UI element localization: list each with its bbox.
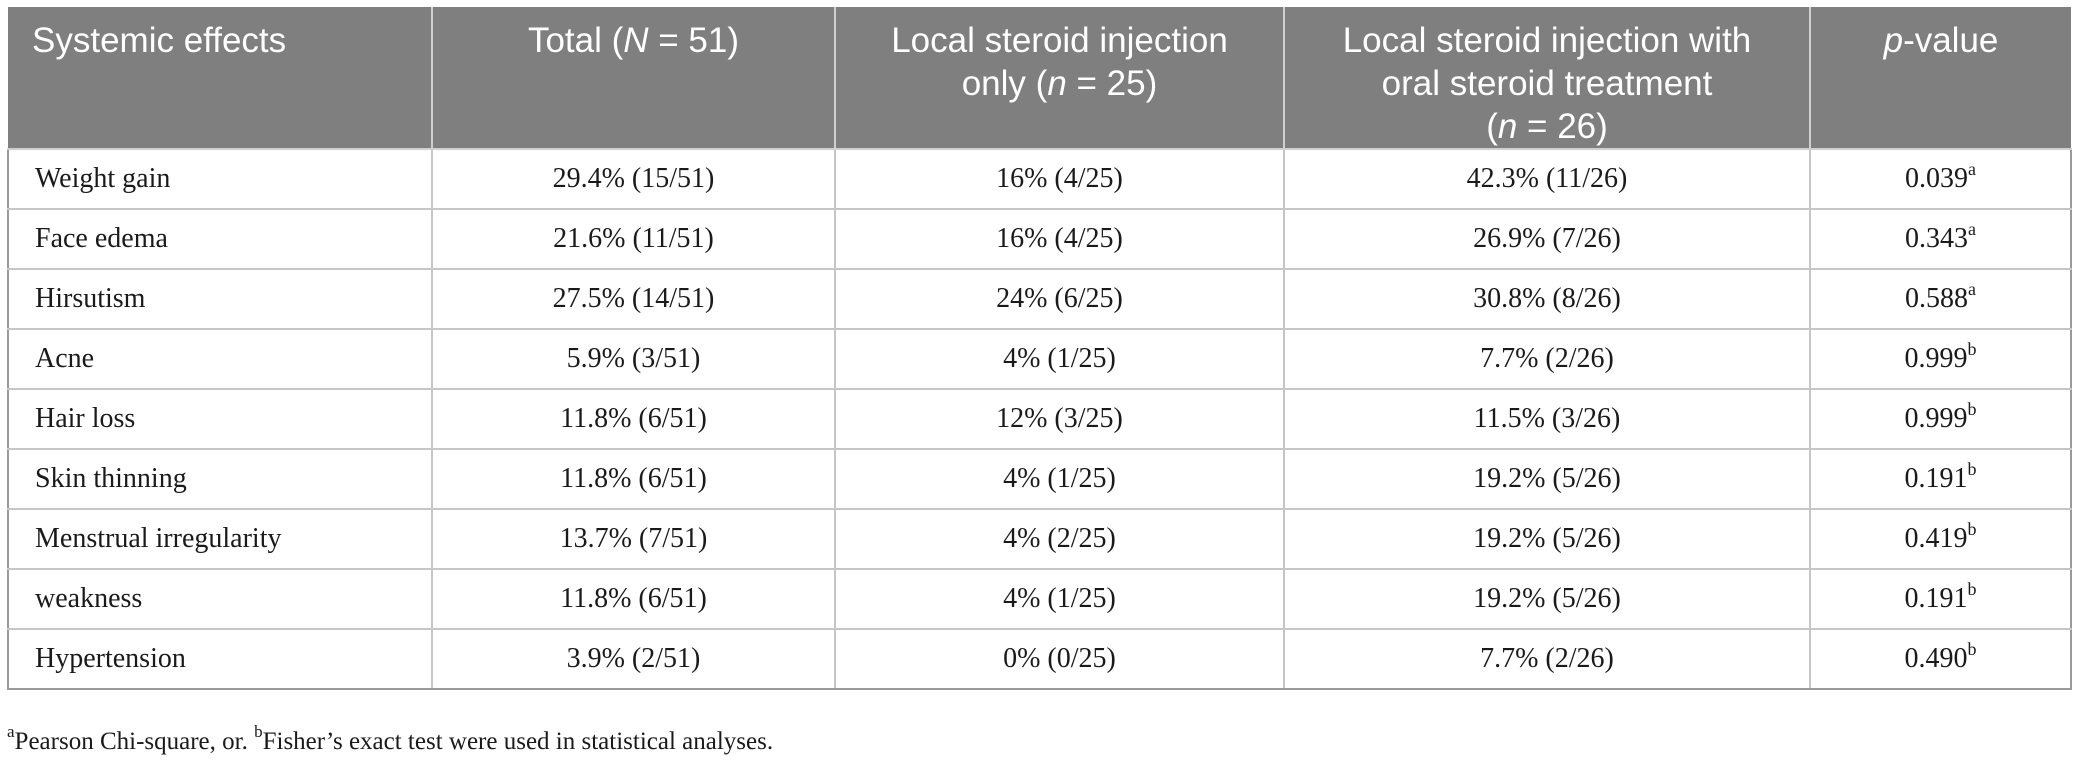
p-value-note-marker: a	[1968, 278, 1976, 299]
table-row: Menstrual irregularity 13.7% (7/51) 4% (2/…	[7, 508, 2072, 570]
effect-cell: Weight gain	[7, 148, 433, 210]
total-cell: 21.6% (11/51)	[431, 208, 836, 270]
header-local-with-oral: Local steroid injection with oral steroid…	[1283, 7, 1811, 150]
local-with-oral-cell: 26.9% (7/26)	[1283, 208, 1811, 270]
effect-cell: Hirsutism	[7, 268, 433, 330]
p-value-note-marker: b	[1967, 458, 1977, 479]
p-value-note-marker: b	[1967, 638, 1977, 659]
effect-cell: Skin thinning	[7, 448, 433, 510]
p-value-cell: 0.999b	[1809, 388, 2072, 450]
local-only-cell: 16% (4/25)	[834, 148, 1285, 210]
effect-cell: Acne	[7, 328, 433, 390]
p-value-cell: 0.039a	[1809, 148, 2072, 210]
total-cell: 27.5% (14/51)	[431, 268, 836, 330]
p-value-note-marker: b	[1967, 338, 1977, 359]
header-total: Total (N = 51)	[431, 7, 836, 150]
p-value-cell: 0.419b	[1809, 508, 2072, 570]
local-only-cell: 24% (6/25)	[834, 268, 1285, 330]
effect-cell: Hypertension	[7, 628, 433, 690]
header-local-injection-only: Local steroid injection only (n = 25)	[834, 7, 1285, 150]
effect-cell: Menstrual irregularity	[7, 508, 433, 570]
local-only-cell: 12% (3/25)	[834, 388, 1285, 450]
local-with-oral-cell: 19.2% (5/26)	[1283, 568, 1811, 630]
local-only-cell: 0% (0/25)	[834, 628, 1285, 690]
local-only-cell: 4% (1/25)	[834, 328, 1285, 390]
p-value-cell: 0.191b	[1809, 568, 2072, 630]
table-footnote: aPearson Chi-square, or. bFisher’s exact…	[7, 721, 774, 755]
local-only-cell: 4% (2/25)	[834, 508, 1285, 570]
total-cell: 29.4% (15/51)	[431, 148, 836, 210]
total-cell: 11.8% (6/51)	[431, 448, 836, 510]
local-with-oral-cell: 19.2% (5/26)	[1283, 508, 1811, 570]
table-row: weakness 11.8% (6/51) 4% (1/25) 19.2% (5/26…	[7, 568, 2072, 630]
p-value-cell: 0.191b	[1809, 448, 2072, 510]
p-value-note-marker: b	[1967, 518, 1977, 539]
table-row: Weight gain 29.4% (15/51) 16% (4/25) 42.3% …	[7, 148, 2072, 210]
total-cell: 11.8% (6/51)	[431, 388, 836, 450]
table-row: Face edema 21.6% (11/51) 16% (4/25) 26.9% (…	[7, 208, 2072, 270]
local-with-oral-cell: 30.8% (8/26)	[1283, 268, 1811, 330]
p-value-cell: 0.490b	[1809, 628, 2072, 690]
local-with-oral-cell: 19.2% (5/26)	[1283, 448, 1811, 510]
table-row: Acne 5.9% (3/51) 4% (1/25) 7.7% (2/26) 0.999…	[7, 328, 2072, 390]
table-row: Hypertension 3.9% (2/51) 0% (0/25) 7.7% (2/…	[7, 628, 2072, 690]
p-value-cell: 0.999b	[1809, 328, 2072, 390]
local-with-oral-cell: 7.7% (2/26)	[1283, 328, 1811, 390]
header-systemic-effects: Systemic effects	[8, 7, 433, 150]
total-cell: 11.8% (6/51)	[431, 568, 836, 630]
local-with-oral-cell: 42.3% (11/26)	[1283, 148, 1811, 210]
p-value-note-marker: a	[1968, 218, 1976, 239]
p-value-note-marker: b	[1967, 578, 1977, 599]
local-only-cell: 4% (1/25)	[834, 568, 1285, 630]
local-with-oral-cell: 11.5% (3/26)	[1283, 388, 1811, 450]
total-cell: 3.9% (2/51)	[431, 628, 836, 690]
p-value-note-marker: b	[1967, 398, 1977, 419]
effect-cell: weakness	[7, 568, 433, 630]
total-cell: 5.9% (3/51)	[431, 328, 836, 390]
table-row: Skin thinning 11.8% (6/51) 4% (1/25) 19.2% …	[7, 448, 2072, 510]
local-only-cell: 16% (4/25)	[834, 208, 1285, 270]
p-value-cell: 0.588a	[1809, 268, 2072, 330]
total-cell: 13.7% (7/51)	[431, 508, 836, 570]
p-value-cell: 0.343a	[1809, 208, 2072, 270]
effect-cell: Face edema	[7, 208, 433, 270]
table-row: Hirsutism 27.5% (14/51) 24% (6/25) 30.8% (8…	[7, 268, 2072, 330]
table-row: Hair loss 11.8% (6/51) 12% (3/25) 11.5% (3/…	[7, 388, 2072, 450]
local-with-oral-cell: 7.7% (2/26)	[1283, 628, 1811, 690]
header-p-value: p-value	[1809, 7, 2071, 150]
table-header-row: Systemic effects Total (N = 51) Local st…	[8, 7, 2071, 150]
local-only-cell: 4% (1/25)	[834, 448, 1285, 510]
systemic-effects-table: Systemic effects Total (N = 51) Local st…	[7, 7, 2072, 690]
p-value-note-marker: a	[1968, 158, 1976, 179]
effect-cell: Hair loss	[7, 388, 433, 450]
